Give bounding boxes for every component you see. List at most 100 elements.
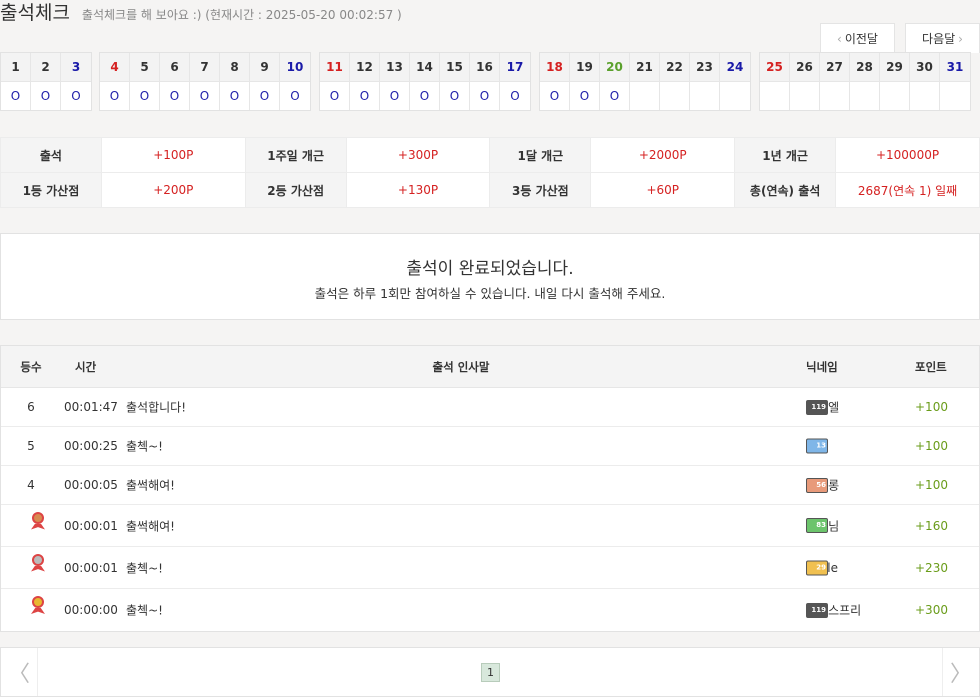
- attendance-mark: O: [359, 89, 370, 103]
- attendance-mark: O: [579, 89, 590, 103]
- page-title: 출석체크: [0, 2, 70, 24]
- prev-page-button[interactable]: 〈: [1, 648, 38, 696]
- points-value: +200P: [100, 172, 246, 208]
- calendar-day-cell: 31: [940, 53, 970, 110]
- table-row: 00:00:00 출첵~! 119 이니스프리 +300: [1, 589, 979, 631]
- calendar-day-cell: 20 O: [600, 53, 630, 110]
- table-row: 6 00:01:47 출석합니다! 119제르엘 +100: [1, 388, 979, 427]
- attendance-mark: O: [71, 89, 81, 103]
- points-label: 출석: [0, 137, 102, 173]
- list-header: 등수 시간 출석 인사말 닉네임 포인트: [1, 346, 979, 388]
- chevron-left-icon: 〈: [7, 662, 30, 687]
- level-badge-icon: 56: [806, 477, 828, 493]
- points-label: 2등 가산점: [244, 172, 347, 208]
- level-badge-icon: 83: [806, 518, 828, 533]
- prev-month-label: 이전달: [844, 32, 878, 46]
- calendar-day-cell: 15 O: [440, 53, 470, 110]
- calendar-day-number: 24: [720, 53, 750, 82]
- calendar-day-number: 15: [440, 53, 469, 82]
- bronze-medal-icon: [31, 511, 45, 534]
- calendar-day-number: 25: [760, 53, 789, 82]
- level-badge-icon: 119: [806, 399, 828, 415]
- time-cell: 00:00:00: [64, 603, 118, 617]
- calendar-week: 4 O 5 O 6 O 7 O 8 O 9 O 10 O: [99, 52, 311, 111]
- calendar-day-cell: 27: [820, 53, 850, 110]
- calendar-day-cell: 21: [630, 53, 660, 110]
- attendance-mark: O: [40, 89, 51, 103]
- calendar-day-cell: 13 O: [380, 53, 410, 110]
- attendance-mark: O: [609, 89, 620, 103]
- table-row: 00:00:01 출첵~! 29smile +230: [1, 547, 979, 589]
- header-nickname: 닉네임: [806, 359, 838, 374]
- points-cell: +300: [915, 603, 948, 617]
- calendar-day-number: 18: [540, 53, 569, 82]
- current-page[interactable]: 1: [481, 663, 500, 682]
- calendar-day-cell: 19 O: [570, 53, 600, 110]
- next-page-button[interactable]: 〉: [942, 648, 979, 696]
- calendar-day-cell: 22: [660, 53, 690, 110]
- message-title: 출석이 완료되었습니다.: [406, 259, 574, 279]
- time-cell: 00:01:47: [64, 400, 118, 414]
- page-header: 출석체크 출석체크를 해 보아요 :) (현재시간 : 2025-05-20 0…: [0, 0, 402, 25]
- calendar-day-cell: 11 O: [320, 53, 350, 110]
- medal-disk: [32, 596, 44, 608]
- chevron-right-icon: 〉: [949, 662, 972, 687]
- attendance-mark: [660, 82, 689, 110]
- time-cell: 00:00:01: [64, 560, 118, 575]
- nickname-cell[interactable]: 13LEJ: [806, 438, 828, 454]
- calendar-day-number: 31: [940, 53, 970, 82]
- time-cell: 00:00:05: [64, 478, 118, 492]
- attendance-mark: O: [290, 89, 300, 103]
- greeting-cell: 출석합니다!: [126, 400, 187, 415]
- prev-month-button[interactable]: ‹ 이전달: [820, 23, 895, 53]
- medal-ribbon: [31, 523, 45, 530]
- header-points: 포인트: [915, 359, 947, 374]
- calendar-day-number: 11: [320, 53, 349, 82]
- calendar-day-cell: 17 O: [500, 53, 530, 110]
- points-value: +100P: [100, 137, 246, 173]
- calendar-day-number: 26: [790, 53, 819, 82]
- calendar-day-number: 12: [350, 53, 379, 82]
- attendance-mark: O: [419, 89, 430, 103]
- nickname-cell[interactable]: 56마카롱: [806, 477, 839, 494]
- attendance-mark: [850, 82, 879, 110]
- calendar-day-number: 5: [130, 53, 159, 82]
- nickname-cell[interactable]: 119제르엘: [806, 399, 839, 416]
- greeting-cell: 출첵~!: [126, 561, 163, 575]
- calendar-day-cell: 28: [850, 53, 880, 110]
- points-value: +100000P: [835, 137, 980, 173]
- medal-disk: [32, 553, 44, 566]
- nickname-cell[interactable]: 29smile: [806, 560, 838, 575]
- points-value: +60P: [590, 172, 736, 208]
- points-cell: +160: [915, 518, 948, 533]
- calendar-day-number: 14: [410, 53, 439, 82]
- header-rank: 등수: [20, 359, 42, 374]
- nickname-cell[interactable]: 119 이니스프리: [806, 602, 861, 619]
- calendar-day-number: 1: [1, 53, 30, 82]
- calendar-day-number: 22: [660, 53, 689, 82]
- attendance-mark: O: [479, 89, 490, 103]
- attendance-mark: O: [169, 89, 180, 103]
- message-body: 출석은 하루 1회만 참여하실 수 있습니다. 내일 다시 출석해 주세요.: [314, 286, 666, 301]
- calendar-day-number: 9: [250, 53, 279, 82]
- greeting-cell: 출첵~!: [126, 439, 163, 454]
- calendar-day-number: 27: [820, 53, 849, 82]
- medal-disk: [32, 511, 44, 524]
- attendance-mark: [720, 82, 750, 110]
- attendance-mark: O: [510, 89, 520, 103]
- calendar-day-number: 7: [190, 53, 219, 82]
- nickname-cell[interactable]: 83서방님: [806, 517, 839, 534]
- points-cell: +100: [915, 400, 948, 414]
- attendance-list: 등수 시간 출석 인사말 닉네임 포인트 6 00:01:47 출석합니다! 119제…: [0, 345, 980, 632]
- next-month-button[interactable]: 다음달 ›: [905, 23, 980, 53]
- greeting-cell: 출썩해여!: [126, 519, 175, 533]
- points-label: 총(연속) 출석: [734, 172, 837, 208]
- calendar-day-cell: 14 O: [410, 53, 440, 110]
